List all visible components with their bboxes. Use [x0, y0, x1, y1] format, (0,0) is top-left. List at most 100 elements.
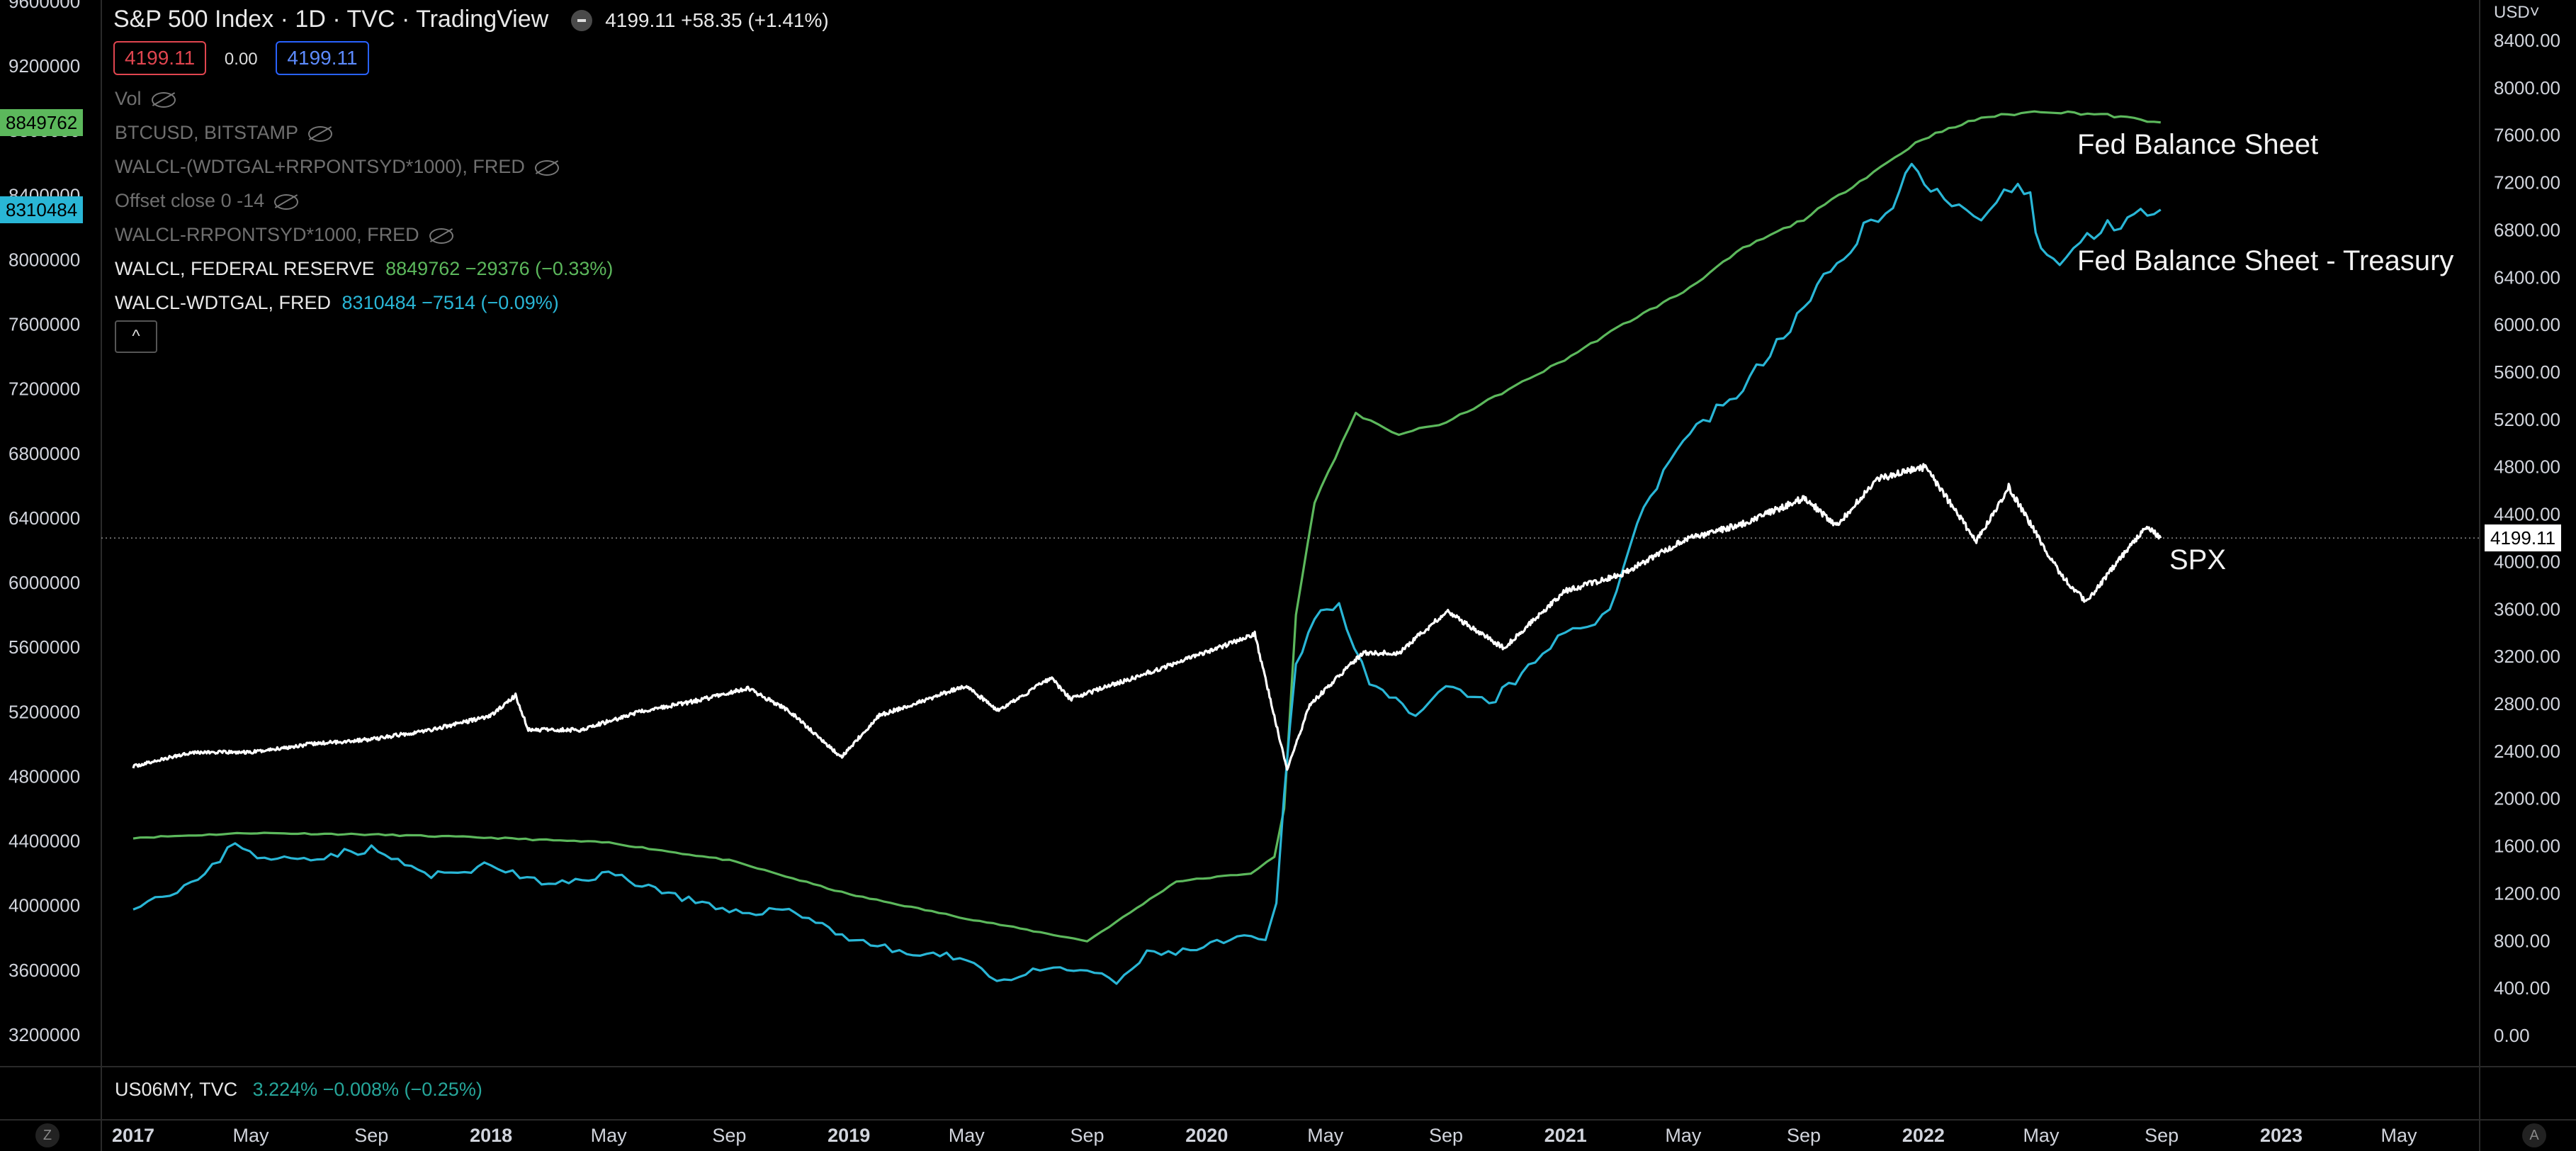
eye-hidden-icon[interactable]: [429, 228, 453, 244]
right-axis-tick: 0.00: [2494, 1025, 2530, 1046]
left-axis-tick: 4000000: [9, 895, 80, 916]
legend-btcusd[interactable]: BTCUSD, BITSTAMP: [115, 122, 333, 144]
minus-icon[interactable]: [571, 10, 593, 32]
legend-walcl-value: 8849762 −29376 (−0.33%): [385, 258, 614, 279]
eye-hidden-icon[interactable]: [308, 125, 333, 142]
walcl-series-line: [132, 110, 2161, 943]
right-axis-tick: 1600.00: [2494, 836, 2560, 857]
left-axis-tick: 4400000: [9, 831, 80, 852]
price-row: 4199.11 0.00 4199.11: [113, 41, 369, 75]
currency-selector[interactable]: USD˅: [2494, 3, 2540, 23]
left-axis-tick: 8000000: [9, 249, 80, 270]
right-axis-tick: 4400.00: [2494, 504, 2560, 525]
left-axis-tick: 7200000: [9, 378, 80, 400]
chart-title-text: S&P 500 Index · 1D · TVC · TradingView: [113, 6, 549, 33]
right-axis-tick: 3200.00: [2494, 646, 2560, 667]
walcl-price-tag: 8849762: [0, 109, 84, 136]
legend-walcl-rrp[interactable]: WALCL-(WDTGAL+RRPONTSYD*1000), FRED: [115, 156, 559, 178]
right-axis-tick: 400.00: [2494, 977, 2550, 999]
legend-offset[interactable]: Offset close 0 -14: [115, 190, 299, 212]
legend-wdtgal-value: 8310484 −7514 (−0.09%): [341, 292, 559, 313]
x-axis-tick: 2017: [112, 1125, 154, 1146]
right-axis-tick: 2000.00: [2494, 788, 2560, 809]
legend-walcl[interactable]: WALCL, FEDERAL RESERVE 8849762 −29376 (−…: [115, 258, 613, 280]
left-axis-tick: 6400000: [9, 507, 80, 529]
x-axis-tick: Sep: [1429, 1125, 1463, 1146]
x-axis-tick: 2020: [1185, 1125, 1228, 1146]
right-axis-tick: 2400.00: [2494, 741, 2560, 762]
bid-price[interactable]: 4199.11: [113, 41, 207, 75]
x-axis-tick: May: [591, 1125, 628, 1146]
legend-wdtgal-label: WALCL-WDTGAL, FRED: [115, 292, 332, 313]
legend-offset-label: Offset close 0 -14: [115, 190, 265, 211]
left-axis-tick: 4800000: [9, 765, 80, 787]
right-axis-tick: 5600.00: [2494, 361, 2560, 383]
legend-btcusd-label: BTCUSD, BITSTAMP: [115, 122, 299, 143]
zoom-button[interactable]: Z: [35, 1123, 60, 1147]
legend-walcl-label: WALCL, FEDERAL RESERVE: [115, 258, 375, 279]
left-axis-tick: 6800000: [9, 443, 80, 464]
x-axis-tick: Sep: [2145, 1125, 2179, 1146]
label-spx: SPX: [2169, 544, 2227, 576]
x-axis-tick: Sep: [1070, 1125, 1104, 1146]
left-axis-tick: 5600000: [9, 636, 80, 658]
x-axis-tick: 2023: [2260, 1125, 2303, 1146]
left-axis-tick: 9200000: [9, 55, 80, 77]
right-axis-tick: 1200.00: [2494, 882, 2560, 904]
eye-hidden-icon[interactable]: [534, 159, 559, 176]
eye-hidden-icon[interactable]: [274, 193, 299, 210]
right-axis-tick: 2800.00: [2494, 693, 2560, 714]
chevron-up-icon: ^: [132, 327, 140, 346]
right-axis-tick: 6000.00: [2494, 314, 2560, 335]
x-axis-tick: May: [2381, 1125, 2418, 1146]
right-axis-tick: 6800.00: [2494, 219, 2560, 240]
legend-walcl-rrp-label: WALCL-(WDTGAL+RRPONTSYD*1000), FRED: [115, 156, 525, 177]
right-axis-tick: 7600.00: [2494, 125, 2560, 146]
right-axis-tick: 4800.00: [2494, 456, 2560, 478]
right-axis-tick: 5200.00: [2494, 409, 2560, 430]
ohlc-readout: 4199.11 +58.35 (+1.41%): [605, 9, 829, 31]
legend-walcl-rrp2[interactable]: WALCL-RRPONTSYD*1000, FRED: [115, 224, 453, 246]
lower-pane-value: 3.224% −0.008% (−0.25%): [252, 1079, 482, 1100]
x-axis-tick: Sep: [712, 1125, 746, 1146]
x-axis-tick: 2019: [827, 1125, 870, 1146]
right-axis-tick: 4000.00: [2494, 551, 2560, 572]
chevron-down-icon: ˅: [2529, 3, 2540, 22]
label-fed-balance-sheet: Fed Balance Sheet: [2077, 129, 2319, 160]
left-axis-tick: 9600000: [9, 0, 80, 12]
right-axis-tick: 6400.00: [2494, 266, 2560, 288]
spread: 0.00: [224, 50, 258, 69]
x-axis-tick: May: [2023, 1125, 2060, 1146]
eye-hidden-icon[interactable]: [151, 91, 176, 108]
x-axis-tick: May: [1665, 1125, 1702, 1146]
x-axis-tick: Sep: [1787, 1125, 1821, 1146]
x-axis-tick: May: [949, 1125, 985, 1146]
right-axis-tick: 8400.00: [2494, 30, 2560, 51]
left-axis-tick: 3200000: [9, 1024, 80, 1045]
legend-wdtgal[interactable]: WALCL-WDTGAL, FRED 8310484 −7514 (−0.09%…: [115, 292, 559, 314]
right-axis-tick: 800.00: [2494, 930, 2550, 951]
chart-title: S&P 500 Index · 1D · TVC · TradingView 41…: [113, 6, 829, 33]
x-axis-tick: May: [233, 1125, 270, 1146]
ask-price[interactable]: 4199.11: [276, 41, 369, 75]
legend-vol-label: Vol: [115, 88, 142, 109]
wdtgal-series-line: [132, 162, 2162, 985]
x-axis-tick: 2022: [1902, 1125, 1945, 1146]
collapse-legend-button[interactable]: ^: [115, 320, 157, 353]
right-axis-tick: 7200.00: [2494, 172, 2560, 193]
currency-label: USD: [2494, 3, 2530, 22]
x-axis-tick: Sep: [354, 1125, 388, 1146]
auto-scale-button[interactable]: A: [2522, 1123, 2546, 1147]
x-axis-tick: 2021: [1544, 1125, 1587, 1146]
left-axis-tick: 7600000: [9, 314, 80, 335]
left-axis-tick: 5200000: [9, 701, 80, 722]
legend-vol[interactable]: Vol: [115, 88, 176, 110]
x-axis-tick: 2018: [470, 1125, 512, 1146]
lower-pane-legend[interactable]: US06MY, TVC 3.224% −0.008% (−0.25%): [115, 1079, 482, 1101]
wdtgal-price-tag: 8310484: [0, 196, 84, 223]
lower-pane-name: US06MY, TVC: [115, 1079, 238, 1100]
right-axis-tick: 3600.00: [2494, 598, 2560, 619]
x-axis-tick: May: [1307, 1125, 1344, 1146]
legend-walcl-rrp2-label: WALCL-RRPONTSYD*1000, FRED: [115, 224, 419, 245]
left-axis-tick: 6000000: [9, 572, 80, 593]
